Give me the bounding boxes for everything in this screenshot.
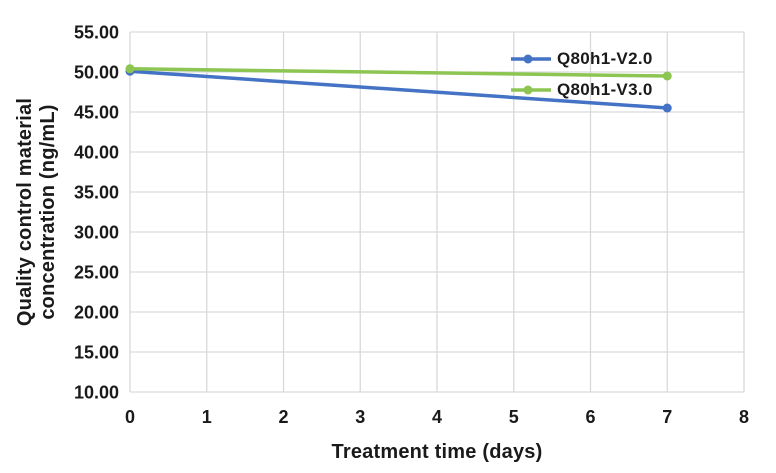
data-point-marker bbox=[662, 71, 672, 81]
x-tick-label: 8 bbox=[739, 407, 749, 427]
y-tick-label: 40.00 bbox=[74, 143, 119, 163]
x-tick-label: 7 bbox=[662, 407, 672, 427]
legend-item: Q80h1-V3.0 bbox=[511, 79, 653, 101]
x-tick-label: 3 bbox=[355, 407, 365, 427]
x-tick-label: 5 bbox=[509, 407, 519, 427]
x-tick-label: 1 bbox=[202, 407, 212, 427]
y-tick-label: 55.00 bbox=[74, 23, 119, 43]
x-tick-label: 0 bbox=[125, 407, 135, 427]
data-point-marker bbox=[662, 103, 672, 113]
legend: Q80h1-V2.0 Q80h1-V3.0 bbox=[511, 48, 653, 101]
y-tick-label: 35.00 bbox=[74, 183, 119, 203]
y-tick-label: 30.00 bbox=[74, 223, 119, 243]
x-axis-title: Treatment time (days) bbox=[331, 441, 543, 463]
y-tick-label: 45.00 bbox=[74, 103, 119, 123]
legend-item: Q80h1-V2.0 bbox=[511, 48, 653, 70]
legend-label: Q80h1-V3.0 bbox=[557, 80, 653, 99]
series-line bbox=[128, 67, 669, 78]
series-line bbox=[128, 69, 669, 110]
legend-line-marker-icon bbox=[511, 85, 551, 95]
y-tick-label: 20.00 bbox=[74, 303, 119, 323]
y-tick-label: 15.00 bbox=[74, 343, 119, 363]
x-tick-label: 2 bbox=[278, 407, 288, 427]
data-point-marker bbox=[125, 64, 135, 74]
y-tick-label: 25.00 bbox=[74, 263, 119, 283]
legend-line-marker-icon bbox=[511, 54, 551, 64]
legend-label: Q80h1-V2.0 bbox=[557, 49, 653, 68]
y-tick-label: 10.00 bbox=[74, 383, 119, 403]
x-tick-label: 6 bbox=[585, 407, 595, 427]
y-tick-label: 50.00 bbox=[74, 63, 119, 83]
x-tick-label: 4 bbox=[432, 407, 442, 427]
